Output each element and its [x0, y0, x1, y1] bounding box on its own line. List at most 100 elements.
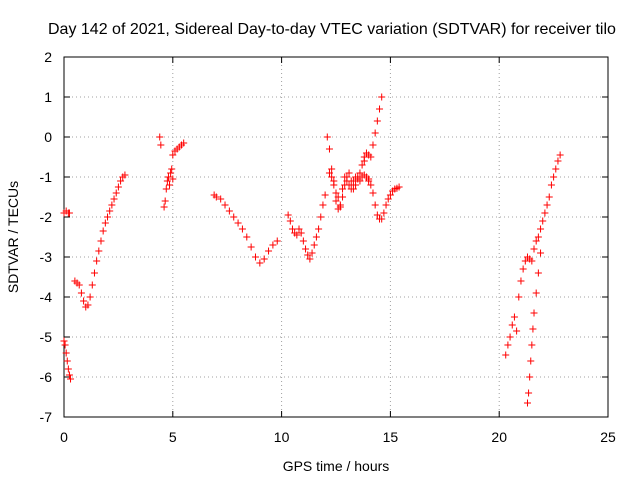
data-point [332, 197, 340, 205]
data-point [256, 259, 264, 267]
data-point [395, 183, 403, 191]
data-point [95, 247, 103, 255]
data-point [97, 237, 105, 245]
data-point [77, 289, 85, 297]
data-point [330, 181, 338, 189]
data-point [243, 233, 251, 241]
data-point [365, 177, 373, 185]
data-point [312, 233, 320, 241]
y-tick-label: 0 [44, 129, 52, 145]
data-point [332, 189, 340, 197]
data-point [60, 337, 68, 345]
data-point [373, 117, 381, 125]
data-point [247, 243, 255, 251]
data-point [84, 301, 92, 309]
data-point [162, 185, 170, 193]
series-seg-l [365, 177, 403, 223]
data-point [378, 93, 386, 101]
y-tick-label: -2 [40, 209, 53, 225]
data-points [60, 93, 564, 407]
data-point [534, 269, 542, 277]
data-point [541, 209, 549, 217]
data-point [169, 175, 177, 183]
series-seg-n [515, 151, 564, 301]
data-point [530, 245, 538, 253]
y-tick-label: -3 [40, 249, 53, 265]
data-point [302, 245, 310, 253]
data-point [547, 181, 555, 189]
data-point [106, 207, 114, 215]
data-point [304, 251, 312, 259]
x-axis-label: GPS time / hours [283, 458, 390, 474]
y-axis-label: SDTVAR / TECUs [5, 181, 21, 293]
data-point [341, 173, 349, 181]
data-point [556, 151, 564, 159]
data-point [323, 133, 331, 141]
data-point [160, 203, 168, 211]
data-point [356, 169, 364, 177]
data-point [508, 321, 516, 329]
data-point [371, 201, 379, 209]
data-point [378, 215, 386, 223]
data-point [328, 165, 336, 173]
data-point [554, 157, 562, 165]
data-point [163, 177, 171, 185]
data-point [510, 313, 518, 321]
series-seg-i [323, 133, 368, 209]
data-point [88, 281, 96, 289]
data-point [384, 195, 392, 203]
data-point [356, 177, 364, 185]
series-seg-b [60, 337, 75, 383]
data-point [295, 225, 303, 233]
data-point [286, 217, 294, 225]
y-tick-label: -5 [40, 329, 53, 345]
chart-title: Day 142 of 2021, Sidereal Day-to-day VTE… [48, 21, 616, 38]
data-point [527, 357, 535, 365]
data-point [502, 351, 510, 359]
data-point [328, 173, 336, 181]
data-point [367, 153, 375, 161]
x-tick-label: 0 [60, 429, 68, 445]
data-point [62, 349, 70, 357]
data-point [108, 201, 116, 209]
x-tick-label: 15 [383, 429, 399, 445]
y-tick-label: -6 [40, 369, 53, 385]
data-point [299, 237, 307, 245]
data-point [347, 185, 355, 193]
data-point [317, 213, 325, 221]
data-point [221, 201, 229, 209]
data-point [75, 281, 83, 289]
data-point [532, 237, 540, 245]
data-point [345, 181, 353, 189]
series-seg-j [325, 169, 373, 213]
data-point [164, 173, 172, 181]
data-point [234, 219, 242, 227]
data-point [293, 231, 301, 239]
data-point [552, 165, 560, 173]
data-point [67, 375, 75, 383]
x-tick-label: 25 [600, 429, 616, 445]
y-tick-label: -7 [40, 409, 53, 425]
plot-frame [63, 56, 609, 418]
data-point [517, 277, 525, 285]
data-point [369, 141, 377, 149]
data-point [358, 161, 366, 169]
data-point [161, 197, 169, 205]
data-point [339, 185, 347, 193]
data-point [380, 209, 388, 217]
data-point [65, 371, 73, 379]
series-seg-d [156, 133, 165, 149]
series-seg-e [160, 165, 177, 211]
data-point [386, 191, 394, 199]
data-point [539, 217, 547, 225]
data-point [63, 357, 71, 365]
y-tick-label: 1 [44, 89, 52, 105]
data-point [349, 177, 357, 185]
data-point [65, 209, 73, 217]
data-point [523, 399, 531, 407]
data-point [371, 129, 379, 137]
data-point [325, 169, 333, 177]
data-point [345, 169, 353, 177]
data-point [117, 177, 125, 185]
data-point [168, 165, 176, 173]
